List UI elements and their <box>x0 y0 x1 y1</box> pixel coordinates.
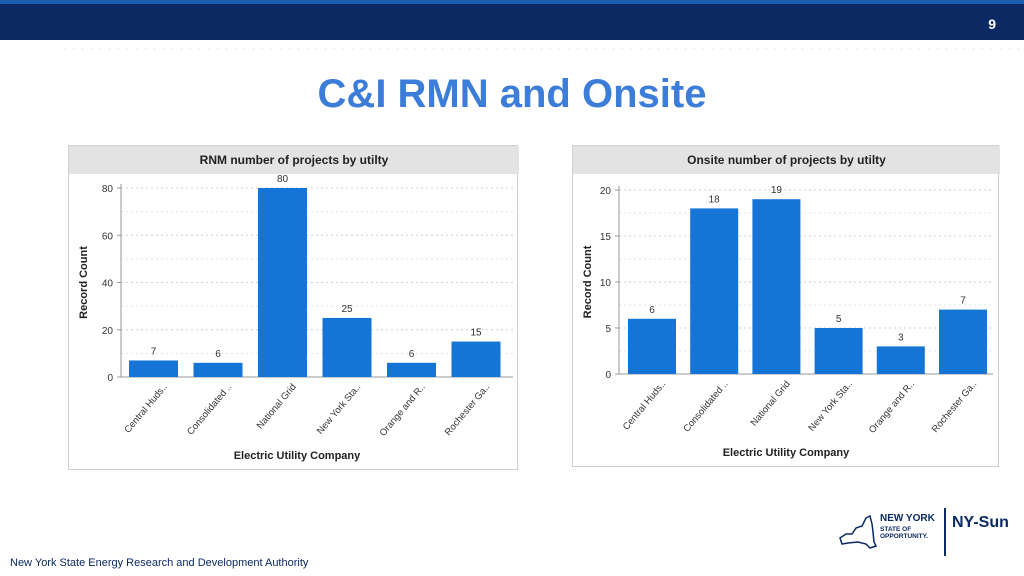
x-tick-label: National Grid <box>255 382 299 432</box>
logo-divider <box>944 508 946 556</box>
x-tick-label: Orange and R.. <box>378 382 428 439</box>
data-label: 80 <box>277 174 289 185</box>
rnm-bar-chart: RNM number of projects by utilty 0 20 40 60 8… <box>69 146 519 462</box>
y-tick-label: 5 <box>605 324 611 335</box>
top-header-bar: 9 <box>0 0 1024 40</box>
data-label: 18 <box>709 194 721 205</box>
data-label: 7 <box>960 296 966 307</box>
footer-organization: New York State Energy Research and Devel… <box>10 557 309 569</box>
data-label: 15 <box>470 328 482 339</box>
x-tick-label: Orange and R.. <box>867 379 917 436</box>
y-tick-label: 40 <box>102 279 114 290</box>
x-tick-label: Consolidated .. <box>185 382 234 438</box>
onsite-bar-chart: Onsite number of projects by utilty 0 5 10 1… <box>573 146 1000 459</box>
data-label: 6 <box>649 305 655 316</box>
x-tick-label: Consolidated .. <box>681 379 730 435</box>
data-label: 6 <box>215 349 221 360</box>
y-tick-label: 0 <box>605 370 611 381</box>
y-tick-label: 0 <box>107 373 113 384</box>
page-title: C&I RMN and Onsite <box>317 72 707 116</box>
chart-title: RNM number of projects by utilty <box>200 153 389 167</box>
data-label: 5 <box>836 314 842 325</box>
x-axis-title: Electric Utility Company <box>234 450 361 462</box>
bar <box>752 199 801 374</box>
x-tick-label: Central Huds.. <box>122 382 169 436</box>
logo-state-of: STATE OF <box>880 526 912 533</box>
logo-state-line1: NEW YORK <box>880 513 935 524</box>
logo-program-name: NY-Sun <box>952 514 1009 531</box>
y-tick-label: 10 <box>600 278 612 289</box>
onsite-chart-panel: Onsite number of projects by utilty 0 5 10 1… <box>572 145 1000 467</box>
bar <box>387 362 436 377</box>
x-tick-label: Central Huds.. <box>621 379 668 433</box>
y-tick-label: 15 <box>600 232 612 243</box>
data-label: 7 <box>151 346 157 357</box>
chart-header-band <box>573 146 1000 174</box>
y-tick-label: 20 <box>102 326 114 337</box>
data-label: 19 <box>771 185 783 196</box>
bar <box>258 188 307 377</box>
y-axis-title: Record Count <box>78 246 90 319</box>
bar <box>628 318 676 374</box>
data-label: 6 <box>409 349 415 360</box>
new-york-state-outline-icon <box>839 514 878 549</box>
x-tick-label: National Grid <box>749 379 793 429</box>
bar <box>876 346 925 374</box>
x-tick-label: New York Sta.. <box>806 379 854 434</box>
bar <box>814 328 863 374</box>
chart-title: Onsite number of projects by utilty <box>687 153 886 167</box>
bar <box>939 309 987 374</box>
x-axis-title: Electric Utility Company <box>723 447 850 459</box>
rnm-chart-panel: RNM number of projects by utilty 0 20 40 60 8… <box>68 145 519 470</box>
y-tick-label: 20 <box>600 186 612 197</box>
y-axis-title: Record Count <box>582 245 594 318</box>
data-label: 25 <box>341 304 353 315</box>
y-tick-label: 80 <box>102 184 114 195</box>
bar <box>690 208 739 374</box>
x-tick-label: Rochester Ga.. <box>930 379 979 435</box>
x-tick-label: New York Sta.. <box>315 382 363 437</box>
chart-header-band <box>69 146 519 174</box>
bar <box>451 341 501 377</box>
logo-state-line2: STATE OF OPPORTUNITY. <box>880 526 928 540</box>
bar <box>193 362 243 377</box>
logo-opportunity: OPPORTUNITY. <box>880 533 929 540</box>
y-tick-label: 60 <box>102 231 114 242</box>
x-tick-label: Rochester Ga.. <box>443 382 492 438</box>
page-number: 9 <box>988 16 996 32</box>
bar <box>322 317 372 377</box>
nys-nysun-logo: NEW YORK STATE OF OPPORTUNITY. NY-Sun <box>836 506 1016 560</box>
bar <box>129 360 178 377</box>
data-label: 3 <box>898 332 904 343</box>
dotted-divider <box>60 46 1020 52</box>
